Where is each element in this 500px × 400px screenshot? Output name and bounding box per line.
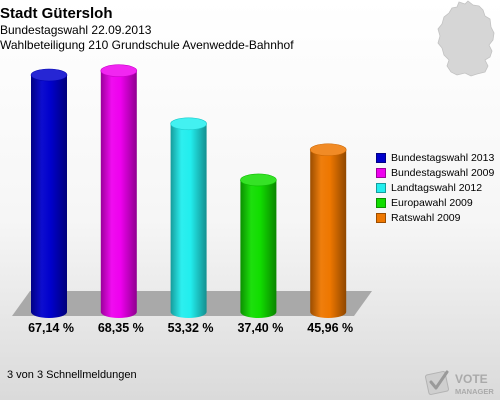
chart-legend: Bundestagswahl 2013 Bundestagswahl 2009 …: [376, 150, 494, 226]
bar-2: [100, 64, 138, 318]
legend-label: Europawahl 2009: [391, 197, 473, 210]
bar-body: [31, 74, 67, 318]
bar-4: [240, 173, 277, 318]
legend-item: Bundestagswahl 2013: [376, 150, 494, 165]
value-label: 53,32 %: [168, 321, 214, 335]
logo-text-vote: VOTE: [455, 372, 488, 386]
bar-body: [100, 70, 137, 318]
bar-top-cap: [100, 64, 138, 78]
chart-value-labels: 67,14 % 68,35 % 53,32 % 37,40 % 45,96 %: [28, 321, 353, 335]
legend-swatch: [376, 152, 386, 163]
legend-item: Bundestagswahl 2009: [376, 165, 494, 180]
legend-label: Ratswahl 2009: [391, 212, 461, 225]
logo-text-manager: MANAGER: [455, 387, 494, 396]
germany-map-icon: [437, 0, 495, 77]
legend-label: Landtagswahl 2012: [391, 181, 483, 194]
bar-top-cap: [170, 117, 207, 131]
legend-item: Ratswahl 2009: [376, 211, 494, 226]
bar-body: [170, 123, 207, 319]
bar-body: [310, 149, 347, 318]
legend-swatch: [376, 182, 386, 193]
value-label: 68,35 %: [98, 321, 144, 335]
legend-item: Europawahl 2009: [376, 196, 494, 211]
footer-status: 3 von 3 Schnellmeldungen: [7, 369, 137, 381]
legend-label: Bundestagswahl 2013: [391, 151, 495, 164]
legend-swatch: [376, 167, 386, 178]
legend-swatch: [376, 213, 386, 224]
value-label: 37,40 %: [237, 321, 283, 335]
checkmark-ballot-icon: [425, 370, 449, 395]
chart-subtitle-election: Bundestagswahl 22.09.2013: [0, 23, 152, 37]
chart-title: Stadt Gütersloh: [0, 5, 113, 22]
bar-1: [30, 68, 68, 318]
vote-manager-logo: VOTE MANAGER: [425, 370, 494, 396]
bar-5: [309, 143, 347, 318]
bar-top-cap: [30, 68, 68, 82]
value-label: 45,96 %: [307, 321, 353, 335]
bar-3: [170, 117, 207, 319]
value-label: 67,14 %: [28, 321, 74, 335]
legend-label: Bundestagswahl 2009: [391, 166, 495, 179]
bar-top-cap: [240, 173, 277, 187]
chart-bars: [30, 64, 347, 319]
bar-top-cap: [309, 143, 347, 157]
legend-swatch: [376, 198, 386, 209]
legend-item: Landtagswahl 2012: [376, 180, 494, 195]
bar-body: [240, 179, 277, 318]
chart-subtitle-turnout: Wahlbeteiligung 210 Grundschule Avenwedd…: [0, 38, 294, 52]
